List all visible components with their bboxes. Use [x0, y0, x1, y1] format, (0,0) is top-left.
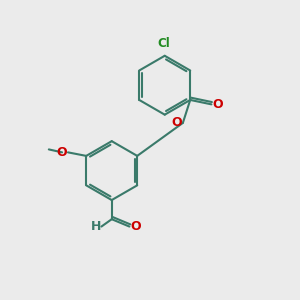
Text: O: O: [57, 146, 68, 159]
Text: O: O: [213, 98, 223, 111]
Text: Cl: Cl: [158, 38, 170, 50]
Text: H: H: [91, 220, 101, 233]
Text: O: O: [130, 220, 141, 233]
Text: O: O: [171, 116, 182, 129]
